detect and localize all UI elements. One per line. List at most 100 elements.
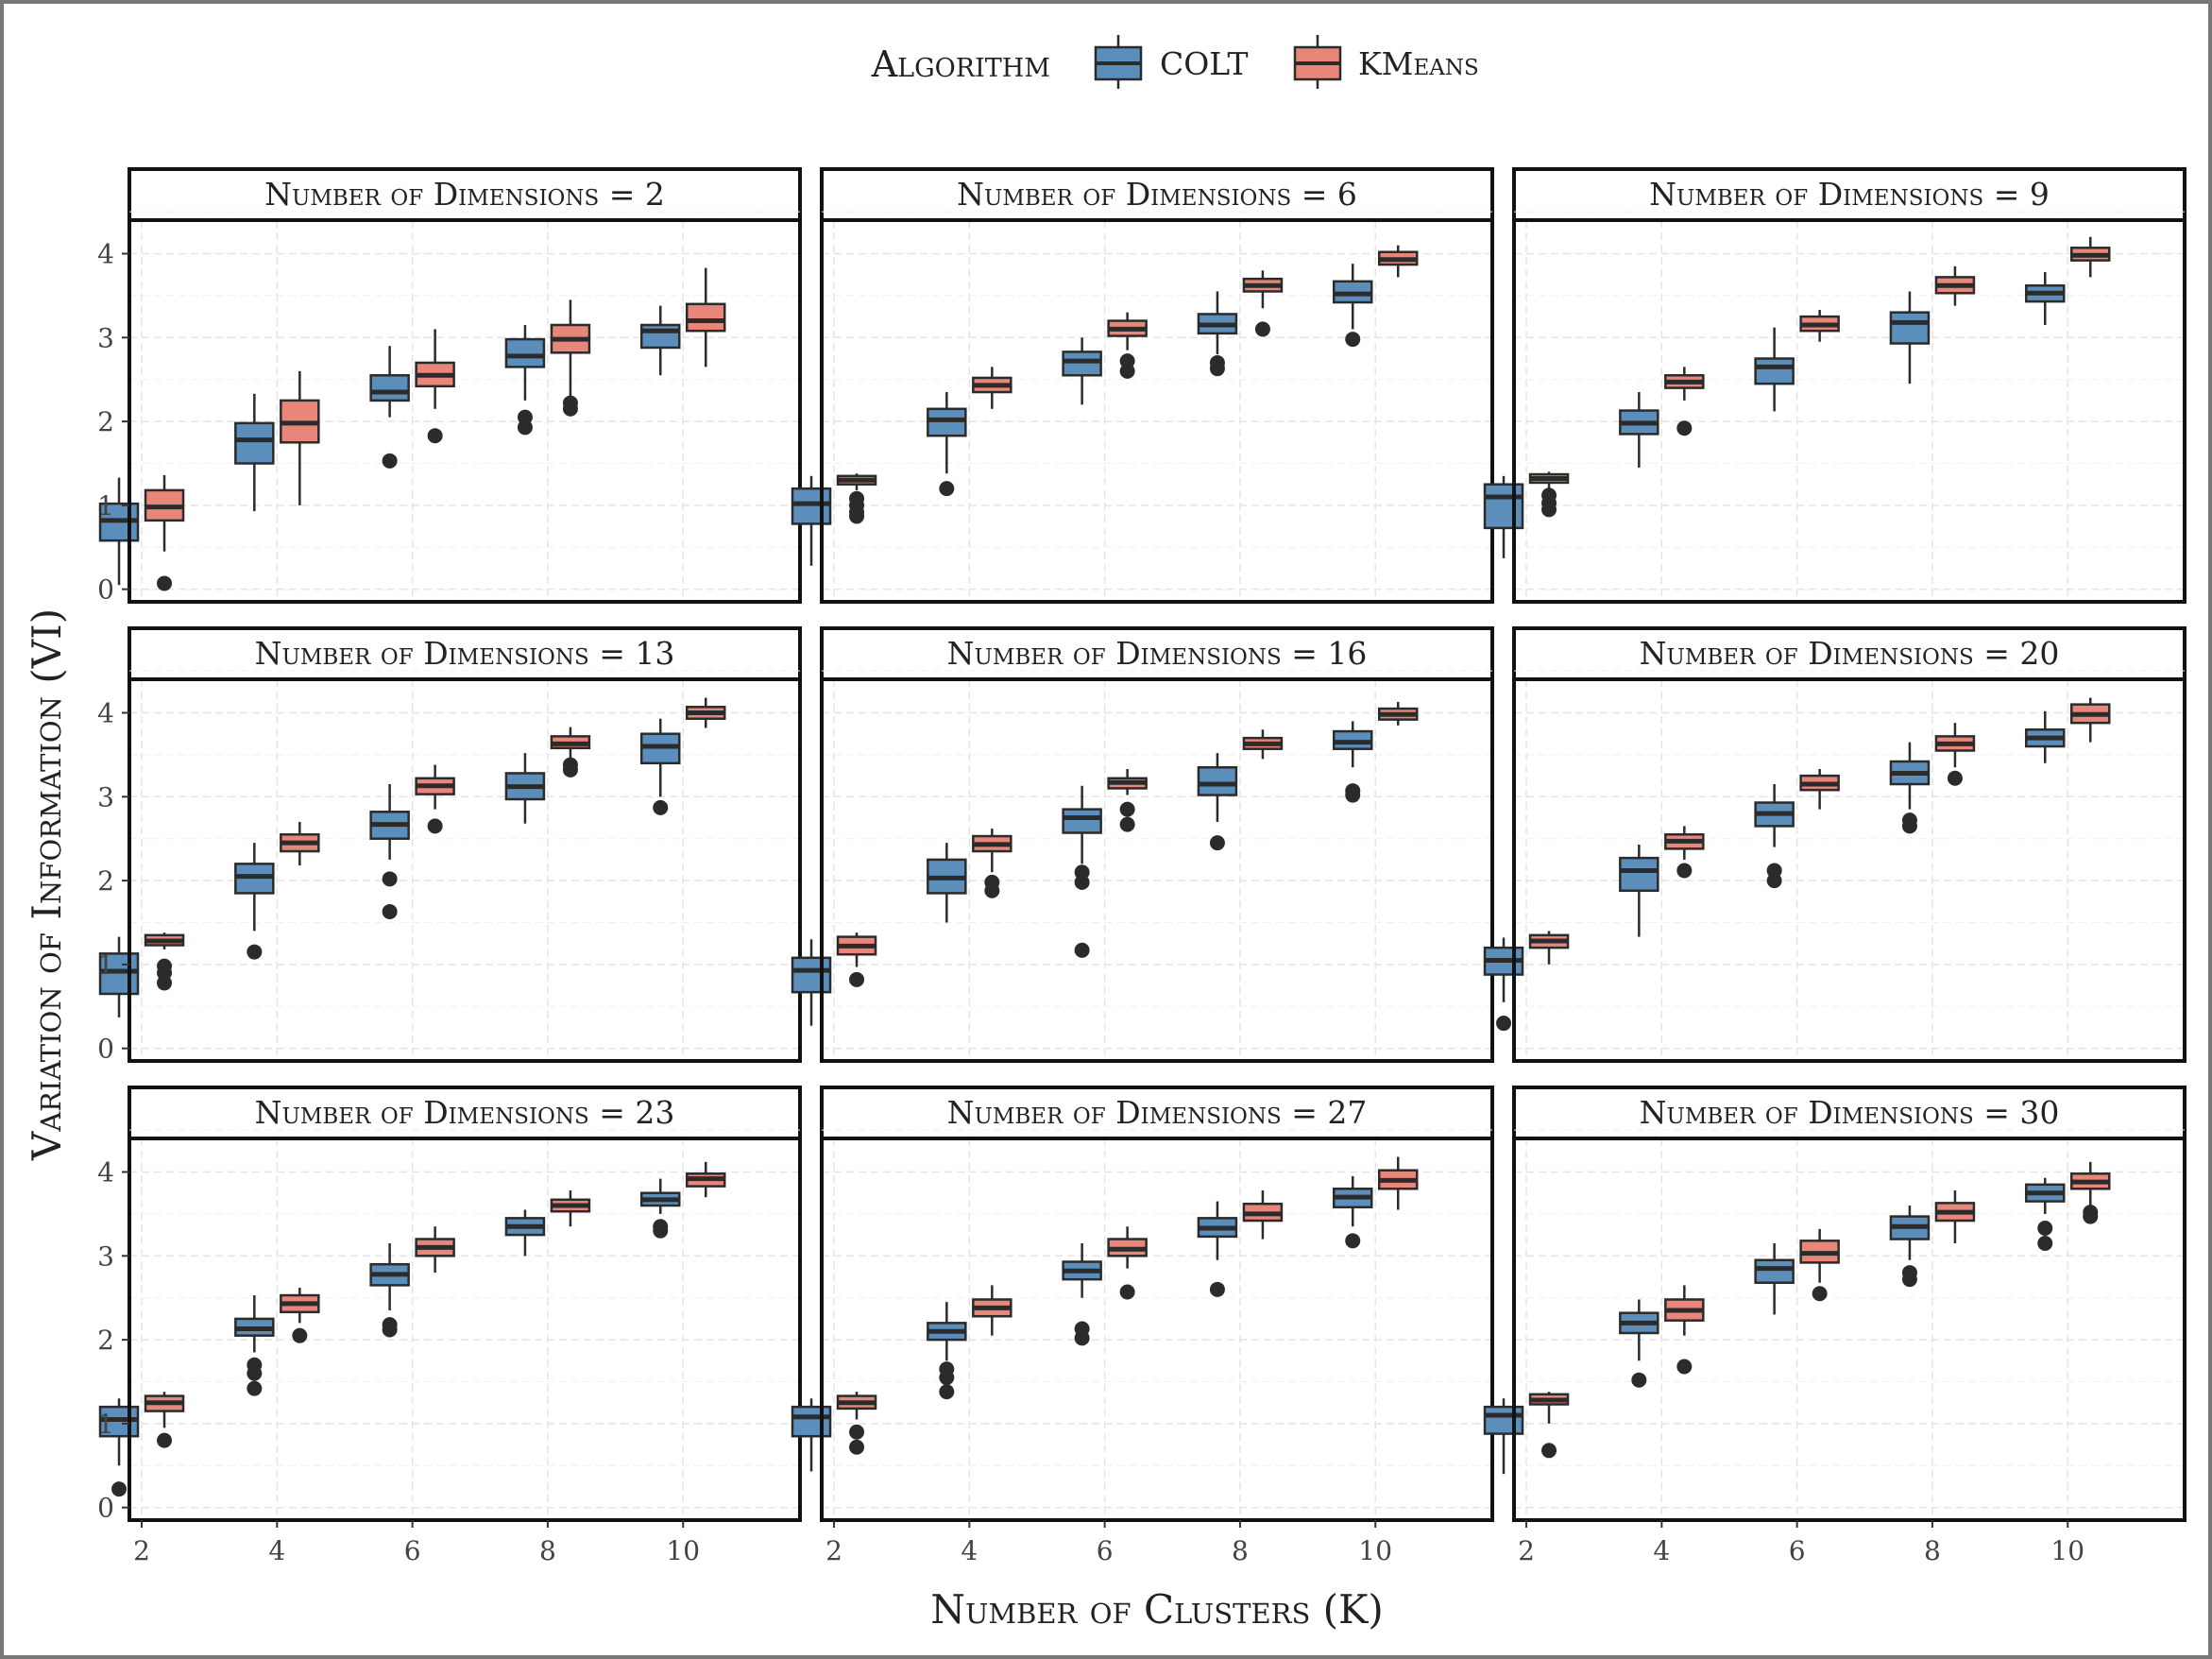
kmeans-box-k4 [280, 821, 320, 866]
plot-area [129, 1138, 800, 1520]
kmeans-box-k10 [1377, 245, 1419, 278]
colt-box-k2 [98, 936, 140, 1018]
kmeans-box-k8 [1242, 270, 1284, 337]
colt-box-k4 [1619, 844, 1659, 937]
colt-box-k8 [1889, 1206, 1931, 1288]
box-body [1483, 483, 1524, 530]
colt-box-k2 [98, 477, 140, 586]
y-tick-label: 4 [97, 698, 114, 729]
kmeans-box-k8 [550, 1190, 591, 1227]
kmeans-box-k8 [550, 727, 591, 778]
x-tick-label: 4 [961, 1535, 978, 1566]
kmeans-box-k2 [144, 1392, 185, 1448]
outlier-point [653, 1223, 669, 1239]
kmeans-box-k8 [1934, 723, 1976, 786]
box-body [1754, 357, 1795, 385]
panel-border [128, 218, 802, 604]
colt-box-k8 [504, 324, 546, 436]
x-tick-label: 4 [268, 1535, 285, 1566]
box-body [1197, 765, 1238, 796]
panel-border [128, 677, 802, 1063]
colt-box-k4 [234, 393, 275, 512]
facet-title: Number of Dimensions = 30 [1640, 1094, 2060, 1131]
kmeans-box-k8 [1242, 1190, 1284, 1240]
outlier-point [157, 1432, 173, 1448]
kmeans-box-k10 [2069, 697, 2111, 743]
box-body [791, 487, 832, 525]
colt-box-k6 [1062, 1242, 1102, 1346]
box-body [791, 1405, 832, 1438]
kmeans-box-k2 [144, 474, 185, 591]
colt-box-k8 [504, 1209, 546, 1257]
facet-title: Number of Dimensions = 16 [947, 635, 1368, 672]
outlier-point [157, 975, 173, 991]
kmeans-box-k2 [836, 932, 877, 987]
outlier-point [427, 818, 443, 834]
outlier-point [939, 1384, 955, 1400]
outlier-point [1254, 321, 1270, 337]
outlier-point [2037, 1221, 2053, 1237]
legend: Algorithm COLT KMeans [871, 35, 1479, 89]
outlier-point [1119, 801, 1135, 817]
box-body [1619, 856, 1659, 893]
outlier-point [849, 1424, 865, 1440]
outlier-point [1947, 770, 1963, 786]
facet-panel-2: Number of Dimensions = 6 [791, 167, 1494, 604]
outlier-point [849, 1439, 865, 1455]
outlier-point [1119, 363, 1135, 379]
outlier-point [1209, 1281, 1225, 1297]
kmeans-box-k10 [685, 1161, 726, 1198]
box-body [1062, 808, 1102, 834]
kmeans-box-k8 [1242, 729, 1284, 760]
facet-title: Number of Dimensions = 2 [264, 176, 665, 213]
facet-title: Number of Dimensions = 13 [255, 635, 675, 672]
outlier-point [1901, 818, 1917, 834]
panel-border [1512, 1137, 2186, 1522]
kmeans-box-k4 [280, 370, 320, 505]
colt-box-k4 [1619, 392, 1659, 468]
outlier-point [1074, 874, 1090, 890]
colt-box-k2 [791, 1398, 832, 1472]
y-tick-label: 1 [97, 949, 114, 981]
x-tick-label: 2 [133, 1535, 150, 1566]
y-tick-label: 0 [97, 1034, 114, 1065]
colt-box-k2 [791, 939, 832, 1026]
colt-box-k10 [2024, 272, 2066, 325]
box-body [234, 421, 275, 465]
kmeans-box-k8 [1934, 1190, 1976, 1243]
facet-title: Number of Dimensions = 9 [1649, 176, 2050, 213]
kmeans-box-k4 [1664, 1285, 1705, 1375]
panel-border [820, 218, 1494, 604]
y-tick-label: 3 [97, 1240, 114, 1272]
kmeans-box-k2 [836, 473, 877, 524]
y-tick-label: 4 [97, 1157, 114, 1189]
colt-box-k6 [1754, 327, 1795, 412]
outlier-point [653, 799, 669, 815]
colt-box-k8 [1197, 753, 1238, 851]
x-tick-label: 2 [1518, 1535, 1535, 1566]
legend-title: Algorithm [871, 43, 1050, 85]
outlier-point [247, 1365, 263, 1381]
kmeans-box-k6 [415, 764, 455, 834]
colt-box-k6 [369, 346, 410, 469]
kmeans-box-k2 [836, 1392, 877, 1455]
outlier-point [562, 761, 578, 778]
colt-box-k4 [927, 1302, 967, 1400]
kmeans-box-k8 [1934, 265, 1976, 306]
outlier-point [1676, 1359, 1693, 1375]
outlier-point [157, 575, 173, 591]
y-tick-label: 0 [97, 574, 114, 606]
plot-area [1514, 1138, 2185, 1520]
x-tick-label: 6 [1789, 1535, 1806, 1566]
outlier-point [1345, 787, 1361, 803]
box-body [1889, 311, 1931, 345]
colt-box-k2 [791, 475, 832, 566]
plot-area [822, 1138, 1492, 1520]
x-tick-label: 8 [539, 1535, 556, 1566]
facet-panel-9: Number of Dimensions = 30 2 4 6 8 10 [1483, 1086, 2186, 1566]
colt-box-k6 [1062, 785, 1102, 958]
kmeans-box-k4 [972, 1285, 1012, 1336]
facet-panel-8: Number of Dimensions = 27 2 4 6 8 10 [791, 1086, 1494, 1566]
colt-box-k2 [98, 1398, 140, 1497]
panel-border [1512, 218, 2186, 604]
